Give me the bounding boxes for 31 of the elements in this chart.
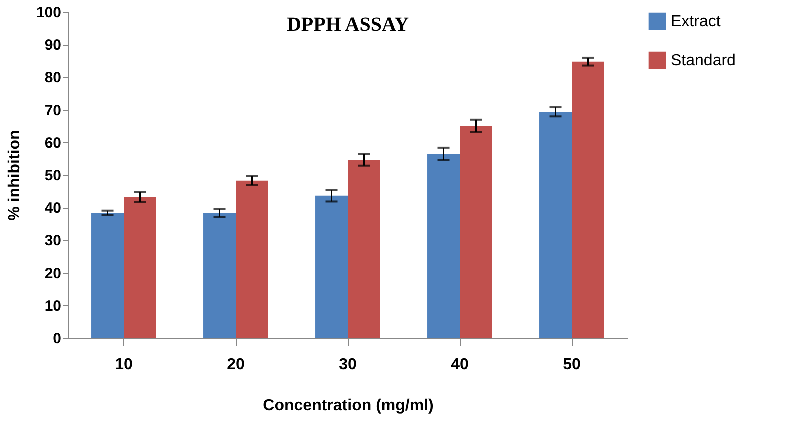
bar (92, 213, 124, 338)
chart-title: DPPH ASSAY (286, 14, 410, 36)
bar (204, 213, 236, 338)
y-tick-label: 0 (53, 330, 62, 348)
legend-label: Standard (671, 52, 736, 70)
x-tick-label: 50 (563, 356, 581, 374)
y-tick-label: 20 (44, 265, 62, 282)
x-tick-label: 30 (339, 356, 357, 374)
bar (236, 180, 268, 338)
bar (460, 126, 492, 338)
y-tick-label: 90 (44, 37, 62, 54)
y-tick-label: 10 (44, 298, 62, 315)
bar (124, 197, 156, 338)
x-axis-title: Concentration (mg/ml) (263, 398, 434, 414)
y-tick-label: 70 (44, 102, 62, 120)
y-tick-label: 100 (36, 4, 62, 22)
bar (540, 112, 572, 338)
y-tick-label: 60 (44, 134, 62, 152)
x-tick-label: 40 (451, 356, 469, 374)
y-tick-label: 30 (44, 232, 62, 250)
y-axis-title: % inhibition (6, 130, 24, 221)
bar (348, 160, 380, 338)
legend-label: Extract (671, 14, 722, 30)
y-tick-label: 40 (44, 200, 62, 218)
x-tick-label: 20 (227, 356, 245, 374)
bar (316, 196, 348, 338)
x-tick-label: 10 (115, 356, 133, 374)
y-tick-label: 80 (44, 70, 62, 87)
bar (572, 62, 604, 338)
y-tick-label: 50 (44, 168, 62, 184)
bar (428, 154, 460, 338)
